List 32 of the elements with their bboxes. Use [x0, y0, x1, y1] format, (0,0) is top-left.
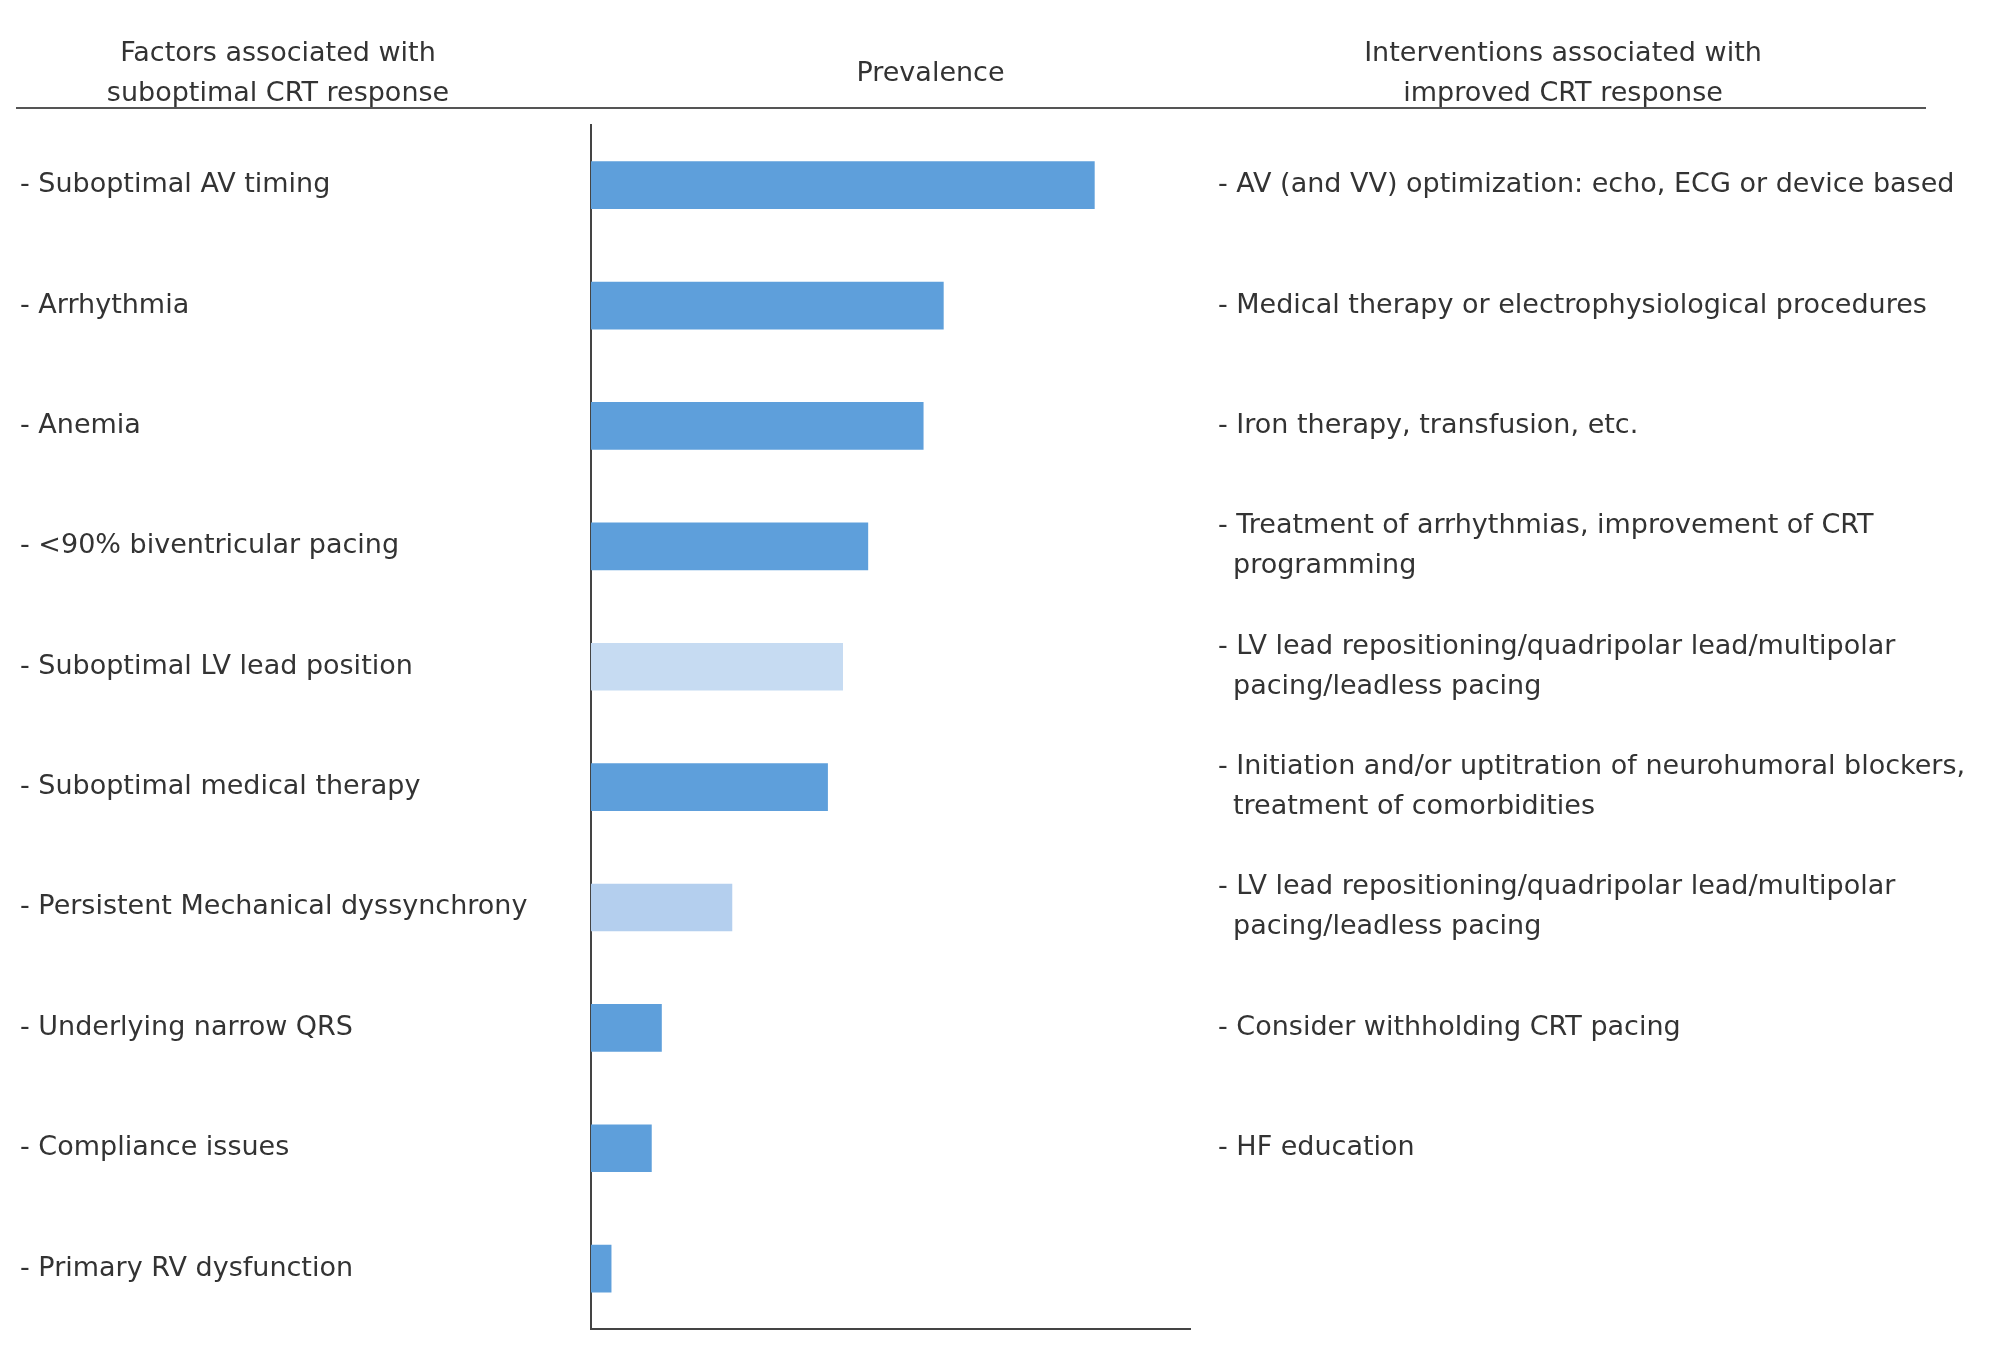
y-tick-label: - Suboptimal LV lead position: [20, 648, 413, 680]
bar: [591, 1004, 662, 1052]
text: - Treatment of arrhythmias, improvement of CRT programming: [1218, 508, 1875, 580]
text: - Medical therapy or electrophysiological procedures: [1218, 287, 1927, 319]
y-tick-label: - Suboptimal medical therapy: [20, 769, 421, 801]
bar: [591, 763, 828, 811]
chart-title: Prevalence: [856, 56, 1005, 88]
text: - LV lead repositioning/quadripolar lead/multipolar pacing/leadless pacing: [1218, 869, 1897, 941]
bar: [591, 642, 844, 691]
y-tick-label: - Suboptimal AV timing: [20, 167, 331, 199]
bar: [591, 522, 869, 571]
y-tick-label: - Anemia: [20, 407, 141, 439]
bar: [591, 161, 1095, 210]
bar: [591, 1124, 652, 1173]
text: - LV lead repositioning/quadripolar lead/multipolar pacing/leadless pacing: [1218, 628, 1897, 700]
y-tick-label: - <90% biventricular pacing: [20, 528, 400, 560]
text: - HF education: [1218, 1130, 1415, 1162]
y-axis-title: Factors associated with suboptimal CRT response: [106, 36, 450, 108]
text: - Iron therapy, transfusion, etc.: [1218, 407, 1639, 439]
bar: [591, 1244, 612, 1293]
text: Interventions associated with improved CRT response: [1364, 36, 1762, 108]
text: - Consider withholding CRT pacing: [1218, 1009, 1681, 1041]
y-tick-label: - Underlying narrow QRS: [20, 1009, 353, 1041]
text: - AV (and VV) optimization: echo, ECG or device based: [1218, 167, 1955, 199]
y-tick-label: - Primary RV dysfunction: [20, 1250, 354, 1282]
bar: [591, 402, 924, 450]
text: - Initiation and/or uptitration of neurohumoral blockers, treatment of comorbidities: [1218, 749, 1966, 821]
bar: [591, 883, 733, 932]
y-tick-label: - Arrhythmia: [20, 287, 190, 319]
y-tick-label: - Compliance issues: [20, 1130, 290, 1162]
y-tick-label: - Persistent Mechanical dyssynchrony: [20, 889, 528, 921]
bar: [591, 281, 944, 330]
